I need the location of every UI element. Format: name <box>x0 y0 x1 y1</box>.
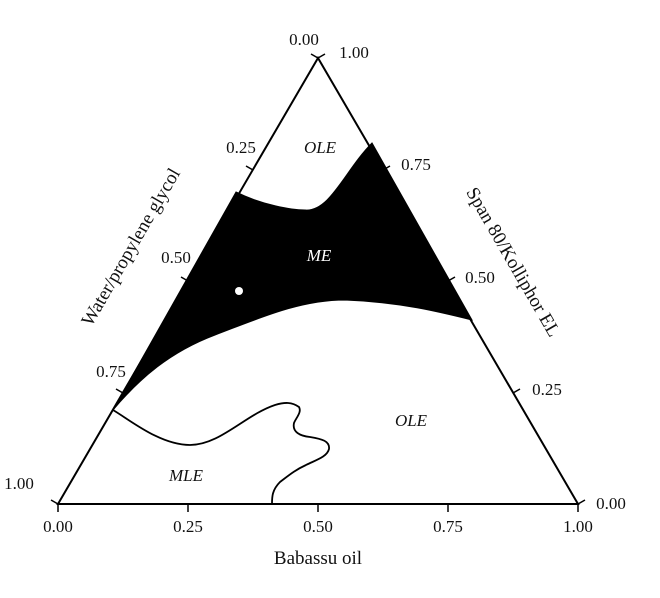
left-tick-label: 0.25 <box>226 138 256 157</box>
right-tick-label: 0.50 <box>465 268 495 287</box>
bottom-tick-label: 0.75 <box>433 517 463 536</box>
bottom-tick-label: 0.00 <box>43 517 73 536</box>
left-tick-label: 0.00 <box>289 30 319 49</box>
left-tick-label: 1.00 <box>4 474 34 493</box>
bottom-axis-title: Babassu oil <box>274 548 362 569</box>
bottom-tick-label: 1.00 <box>563 517 593 536</box>
right-ticks <box>317 53 586 505</box>
region-label-ole-top: OLE <box>304 138 337 157</box>
right-axis-title: Span 80/Kolliphor EL <box>461 184 564 341</box>
region-label-ole-right: OLE <box>395 411 428 430</box>
left-tick-label: 0.75 <box>96 362 126 381</box>
sample-point <box>235 287 243 295</box>
bottom-tick-label: 0.25 <box>173 517 203 536</box>
right-tick-label: 1.00 <box>339 43 369 62</box>
right-tick-label: 0.00 <box>596 494 626 513</box>
left-ticks <box>50 53 319 505</box>
bottom-tick-label: 0.50 <box>303 517 333 536</box>
mle-boundary <box>112 402 330 505</box>
bottom-ticks <box>57 504 579 512</box>
region-label-me: ME <box>306 246 332 265</box>
right-tick-label: 0.75 <box>401 155 431 174</box>
me-region <box>112 142 474 411</box>
region-label-mle: MLE <box>168 466 204 485</box>
left-tick-label: 0.50 <box>161 248 191 267</box>
right-tick-label: 0.25 <box>532 380 562 399</box>
